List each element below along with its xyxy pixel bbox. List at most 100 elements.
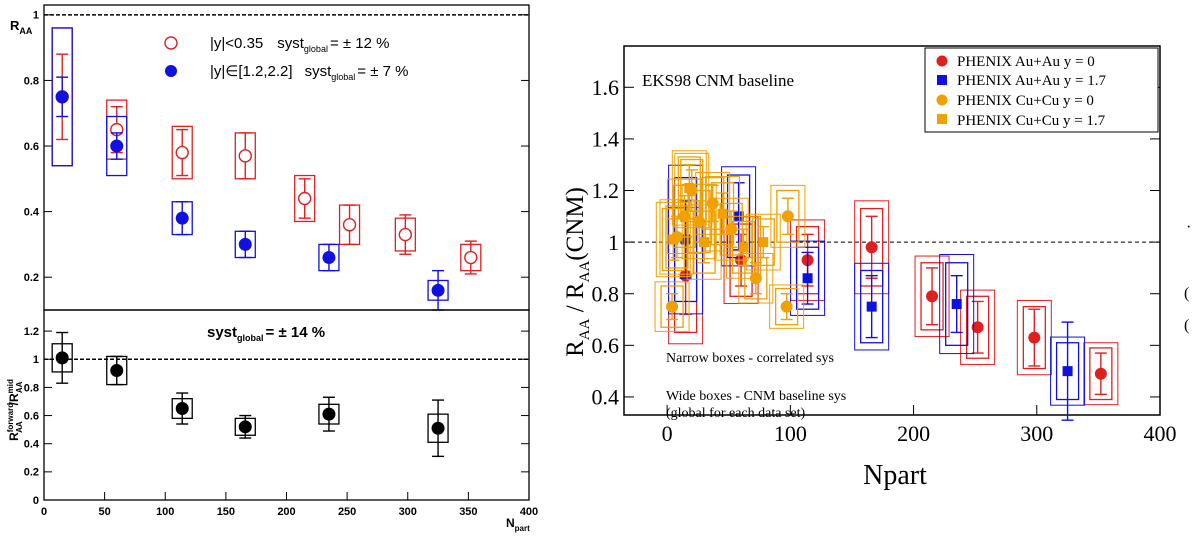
- cnm-wide-box: [1016, 299, 1052, 376]
- note-wide-boxes: Wide boxes - CNM baseline sys: [666, 389, 846, 404]
- data-point: [1062, 366, 1073, 377]
- y-tick-label: 0.6: [592, 333, 620, 358]
- right-legend: PHENIX Au+Au y = 0 PHENIX Au+Au y = 1.7 …: [924, 47, 1159, 133]
- y-tick-label: 0.8: [24, 75, 39, 87]
- syst-box: [920, 262, 944, 331]
- note-global: (global for each data set): [666, 406, 805, 421]
- data-point: [322, 407, 336, 421]
- data-point: [175, 402, 189, 416]
- syst-box: [751, 218, 775, 266]
- y-tick-label: 1.2: [24, 326, 39, 338]
- data-point: [971, 321, 984, 334]
- y-tick-label: 1.2: [592, 178, 620, 203]
- syst-box: [661, 207, 685, 272]
- left-bottom-x-ticks: 0 50 100 150 200 250 300 350 400: [41, 492, 538, 518]
- cnm-wide-box: [790, 240, 826, 316]
- legend-open-circle-marker: [164, 36, 178, 50]
- x-tick-label: 350: [459, 506, 477, 518]
- syst-box: [51, 27, 73, 167]
- data-point: [680, 234, 691, 245]
- cnm-wide-box: [654, 281, 690, 332]
- left-top-marks: [51, 27, 482, 311]
- data-point: [1094, 367, 1107, 380]
- legend-orange-circle-marker: [936, 94, 948, 106]
- y-tick-label: 0.2: [24, 272, 39, 284]
- data-point: [297, 191, 312, 206]
- data-point: [866, 301, 877, 312]
- syst-box: [1022, 305, 1046, 370]
- data-point: [55, 90, 69, 104]
- legend-entry-auau-y0: PHENIX Au+Au y = 0: [957, 54, 1095, 70]
- cnm-wide-box: [854, 262, 890, 351]
- data-point: [699, 237, 710, 248]
- y-tick-label: 0.6: [24, 410, 39, 422]
- edge-mark-2: (: [1184, 285, 1189, 302]
- x-tick-label: 0: [41, 506, 47, 518]
- syst-box: [660, 285, 684, 328]
- left-bottom-x-axis-label: Npart: [506, 516, 530, 533]
- data-point: [464, 250, 478, 265]
- data-point: [110, 364, 124, 378]
- data-point: [431, 283, 445, 297]
- data-point: [758, 237, 769, 248]
- syst-box: [692, 210, 716, 274]
- right-x-axis-label: Npart: [863, 460, 927, 491]
- y-tick-label: 1: [33, 354, 39, 366]
- data-point: [780, 300, 793, 313]
- y-tick-label: 0.4: [592, 385, 620, 410]
- syst-box: [776, 189, 800, 243]
- legend-entry-auau-y17: PHENIX Au+Au y = 1.7: [957, 73, 1107, 89]
- syst-box: [945, 262, 969, 346]
- data-point: [398, 227, 413, 242]
- data-point: [706, 197, 719, 210]
- left-top-legend: |y|<0.35 systglobal = ± 12 % |y|∈[1.2,2.2]…: [164, 35, 408, 82]
- syst-box: [710, 182, 735, 246]
- y-tick-label: 0.6: [24, 141, 39, 153]
- y-tick-label: 1.6: [592, 75, 620, 100]
- cnm-wide-box: [770, 184, 806, 248]
- legend-entry-mid: |y|<0.35 systglobal = ± 12 %: [210, 35, 389, 54]
- syst-box: [774, 287, 799, 326]
- y-tick-label: 0.8: [24, 382, 39, 394]
- left-bottom-y-ticks: 0 0.2 0.4 0.6 0.8 1 1.2: [24, 326, 529, 507]
- left-top-y-axis-label: RAA: [10, 18, 33, 36]
- cnm-wide-box: [726, 215, 762, 279]
- right-marks: [654, 150, 1119, 421]
- syst-box: [106, 115, 128, 177]
- y-tick-label: 1.4: [592, 127, 620, 152]
- data-point: [238, 237, 252, 251]
- syst-box: [965, 295, 990, 359]
- cnm-wide-box: [914, 255, 950, 338]
- y-tick-label: 1: [608, 230, 619, 255]
- data-point: [951, 299, 962, 310]
- edge-mark-1: ·: [1186, 219, 1191, 236]
- x-tick-label: 300: [1020, 421, 1053, 446]
- data-point: [175, 211, 189, 225]
- legend-orange-square-marker: [937, 114, 947, 124]
- syst-box: [294, 174, 316, 223]
- x-tick-label: 150: [217, 506, 235, 518]
- data-point: [238, 420, 252, 434]
- data-point: [666, 300, 679, 313]
- cnm-wide-box: [705, 176, 741, 252]
- cnm-wide-box: [655, 201, 691, 278]
- cnm-wide-box: [960, 289, 996, 365]
- data-point: [110, 139, 124, 153]
- data-point: [55, 351, 69, 365]
- cnm-wide-box: [686, 204, 722, 280]
- right-y-axis-label: RAA / RAA(CNM): [562, 187, 593, 357]
- legend-entry-forward: |y|∈[1.2,2.2] systglobal = ± 7 %: [210, 63, 408, 82]
- syst-box: [171, 125, 193, 180]
- cnm-wide-box: [939, 253, 975, 355]
- left-bottom-syst-annotation: systglobal = ± 14 %: [207, 324, 325, 343]
- right-x-ticks: 0 100 200 300 400: [662, 405, 1177, 446]
- data-point: [238, 149, 252, 163]
- note-narrow-boxes: Narrow boxes - correlated sys: [666, 351, 834, 366]
- y-tick-label: 0.8: [592, 281, 620, 306]
- legend-blue-square-marker: [937, 75, 947, 85]
- x-tick-label: 50: [99, 506, 111, 518]
- edge-mark-3: (: [1184, 317, 1189, 334]
- x-tick-label: 400: [1144, 421, 1177, 446]
- y-tick-label: 1: [33, 10, 39, 22]
